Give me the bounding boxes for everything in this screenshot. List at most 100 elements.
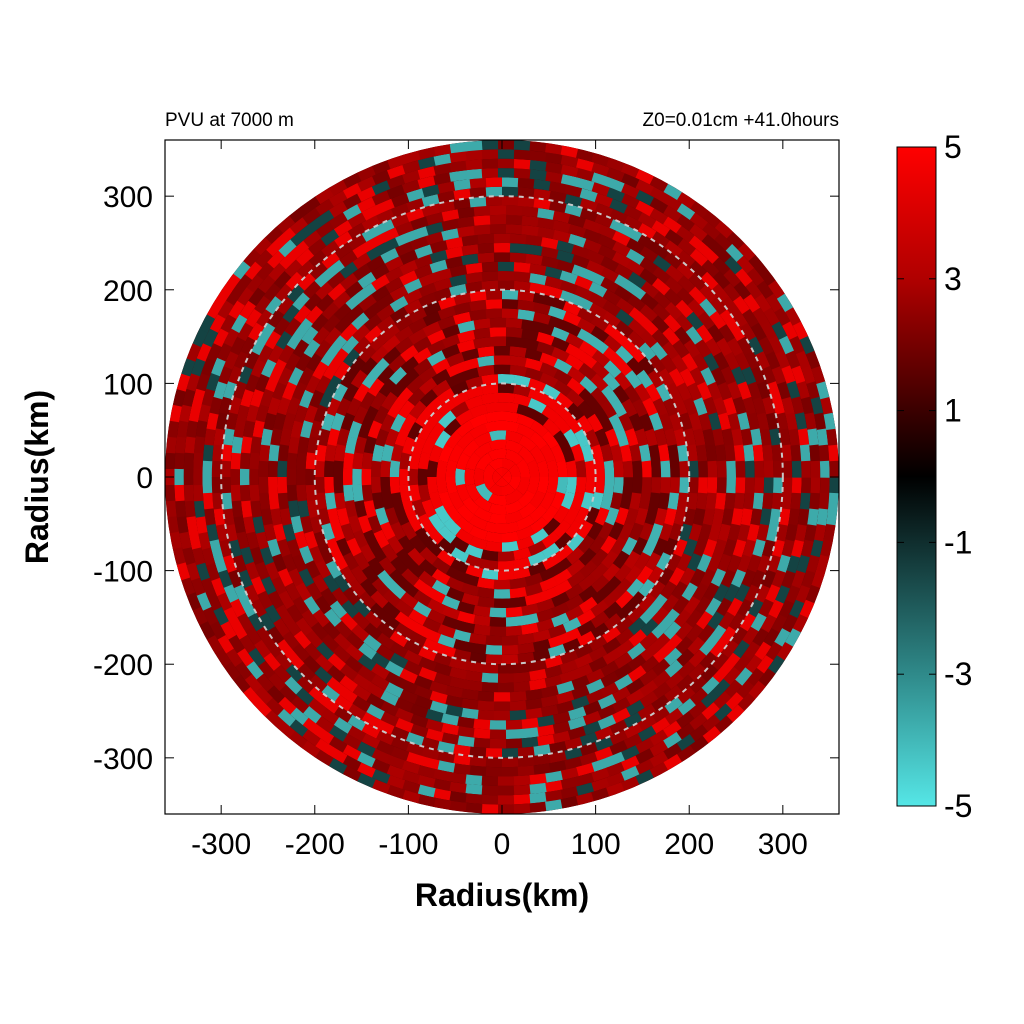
pv-cell: [771, 444, 783, 462]
pv-cell: [446, 352, 465, 367]
pv-cell: [744, 584, 760, 604]
pv-cell: [594, 746, 613, 762]
pv-cell: [733, 654, 751, 674]
pv-cell: [445, 430, 463, 449]
pv-cell: [502, 186, 519, 197]
reference-circle: [407, 382, 597, 572]
pv-cell: [664, 508, 677, 526]
pv-cell: [513, 159, 531, 170]
pv-cell: [541, 531, 560, 549]
pv-cell: [386, 174, 406, 189]
pv-cell: [578, 596, 598, 614]
pv-cell: [559, 280, 579, 295]
pv-cell: [636, 565, 654, 585]
pv-cell: [663, 314, 682, 333]
pv-cell: [754, 477, 765, 494]
pv-cell: [418, 146, 437, 160]
pv-cell: [685, 326, 703, 345]
pv-cell: [688, 701, 708, 719]
pv-cell: [381, 613, 400, 631]
pv-cell: [174, 468, 184, 486]
pv-cell: [199, 313, 216, 333]
pv-cell: [614, 674, 633, 691]
pv-cell: [586, 249, 605, 265]
pv-cell: [800, 396, 814, 415]
pv-cell: [603, 360, 622, 379]
pv-cell: [553, 415, 572, 435]
pv-cell: [464, 774, 483, 786]
pv-cell: [386, 184, 406, 200]
pv-cell: [600, 256, 620, 272]
pv-cell: [343, 348, 361, 367]
pv-cell: [679, 460, 690, 478]
pv-cell: [213, 507, 226, 526]
pv-cell: [352, 452, 364, 470]
pv-cell: [433, 144, 452, 157]
pv-cell: [176, 561, 191, 581]
pv-cell: [290, 240, 310, 259]
pv-cell: [255, 373, 270, 393]
pv-cell: [597, 714, 617, 730]
pv-cell: [408, 620, 427, 637]
pv-cell: [465, 802, 483, 814]
pv-cell: [469, 299, 487, 312]
pv-cell: [348, 578, 366, 598]
pv-cell: [272, 381, 287, 401]
pv-cell: [398, 668, 418, 684]
pv-cell: [545, 171, 564, 184]
pv-cell: [583, 218, 602, 234]
pv-cell: [665, 553, 682, 572]
pv-cell: [414, 264, 433, 279]
pv-cell: [527, 540, 547, 557]
pv-cell: [324, 444, 337, 462]
pv-cell: [284, 352, 301, 372]
pv-cell: [591, 349, 611, 368]
pv-cell: [212, 443, 223, 462]
pv-cell: [513, 140, 531, 151]
pv-cell: [649, 740, 669, 757]
pv-cell: [254, 685, 273, 705]
pv-cell: [710, 367, 727, 387]
pv-cell: [445, 476, 458, 495]
pv-cell: [627, 283, 647, 301]
pv-cell: [387, 581, 407, 600]
pv-cell: [536, 608, 555, 623]
pv-cell: [370, 391, 387, 411]
pv-cell: [363, 302, 382, 320]
pv-cell: [756, 412, 770, 431]
pv-cell: [664, 428, 677, 447]
pv-cell: [634, 507, 649, 526]
pv-cell: [243, 248, 262, 268]
pv-cell: [533, 744, 551, 756]
pv-cell: [518, 502, 537, 519]
pv-cell: [677, 698, 696, 716]
pv-cell: [517, 187, 536, 198]
pv-cell: [629, 492, 642, 511]
pv-cell: [544, 780, 563, 793]
pv-cell: [310, 621, 329, 641]
pv-cell: [446, 587, 465, 602]
pv-cell: [453, 302, 472, 315]
pv-cell: [539, 444, 556, 463]
pv-cell: [493, 355, 511, 365]
pv-cell: [763, 460, 774, 478]
pv-cell: [353, 405, 369, 425]
pv-cell: [464, 544, 484, 559]
pv-cell: [715, 597, 733, 617]
pv-cell: [307, 697, 327, 716]
pv-cell: [369, 602, 388, 621]
pv-cell: [662, 731, 682, 749]
pv-cell: [781, 365, 796, 385]
pv-cell: [314, 666, 333, 685]
pv-cell: [563, 506, 580, 526]
pv-cell: [402, 169, 421, 184]
pv-cell: [733, 492, 745, 510]
pv-cell: [550, 444, 566, 463]
pv-cell: [464, 670, 483, 682]
pv-cell: [649, 762, 669, 779]
pv-cell: [521, 215, 540, 227]
pv-cell: [394, 622, 414, 640]
pv-cell: [723, 283, 741, 302]
pv-cell: [517, 642, 535, 655]
pv-cell: [816, 381, 830, 400]
